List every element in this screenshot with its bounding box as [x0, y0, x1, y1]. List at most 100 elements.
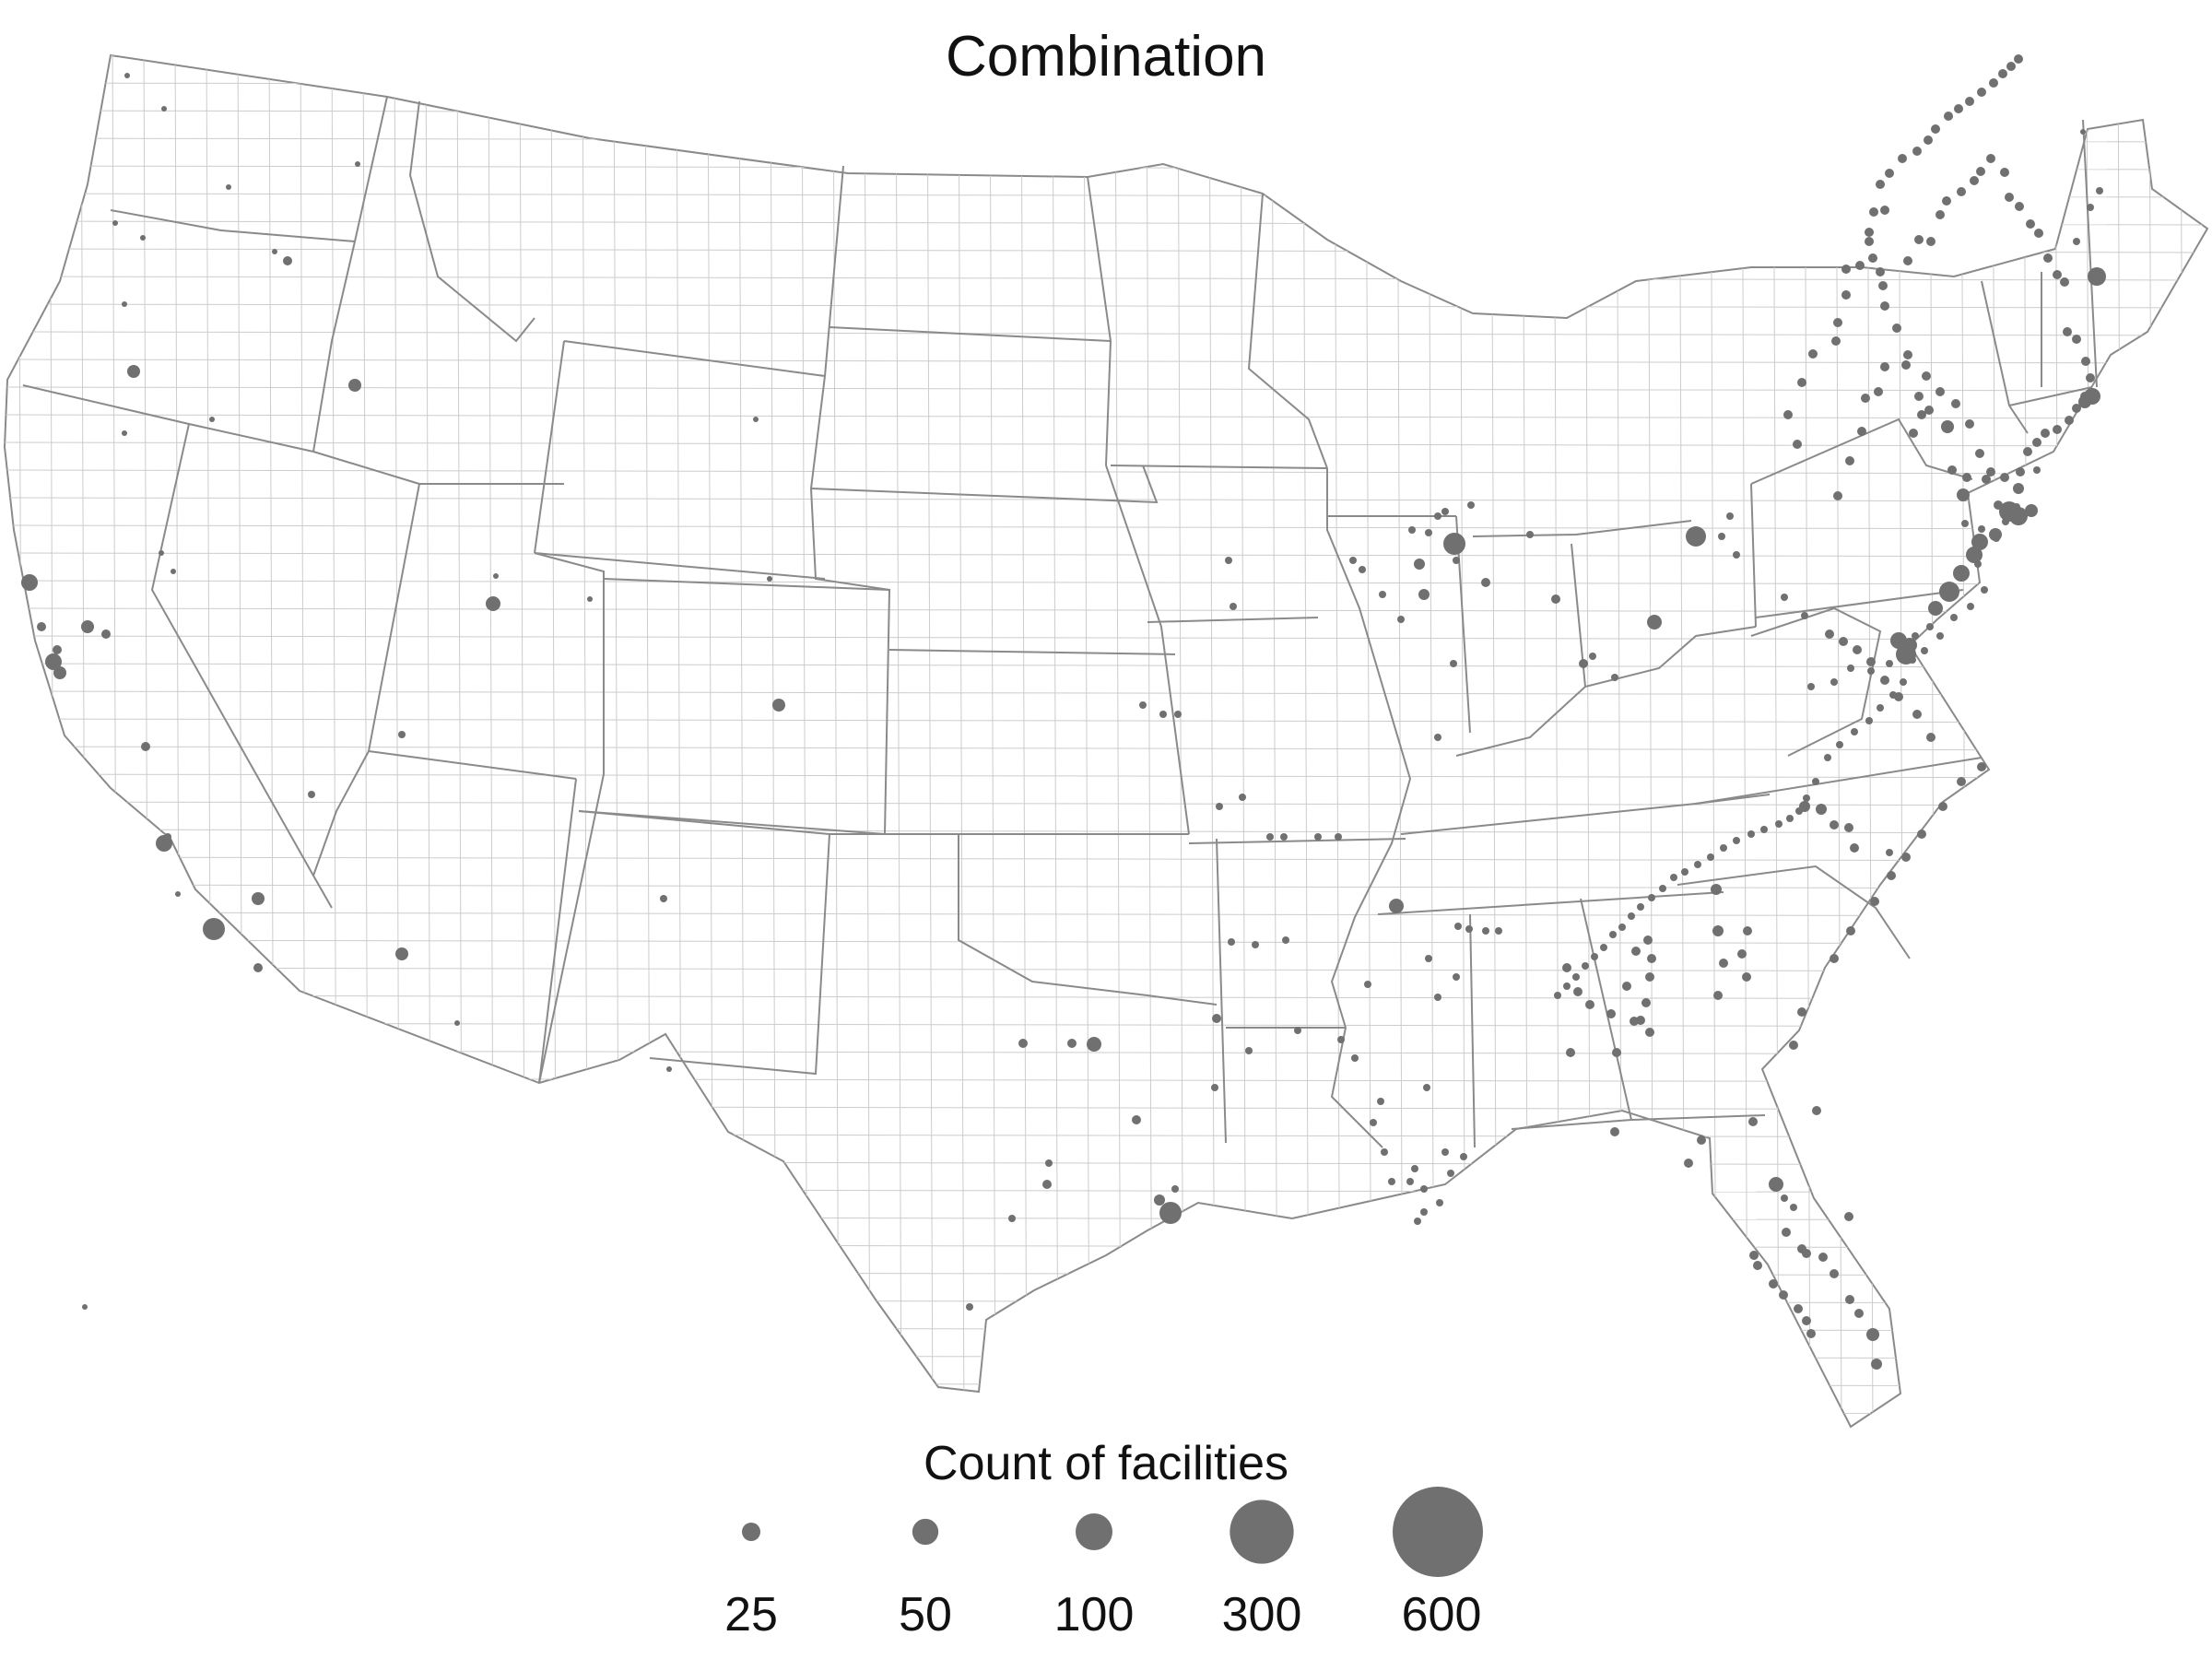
facility-bubble	[1467, 501, 1475, 509]
facility-bubble	[1659, 885, 1666, 892]
facility-bubble	[1447, 1170, 1454, 1177]
facility-bubble	[124, 73, 130, 78]
facility-bubble	[1436, 1199, 1443, 1206]
facility-bubble	[1975, 449, 1984, 458]
facility-bubble	[1648, 894, 1655, 901]
facility-bubble	[1622, 982, 1631, 991]
facility-bubble	[1481, 578, 1490, 587]
facility-bubble	[1825, 629, 1834, 639]
facility-bubble	[1760, 826, 1768, 833]
facility-bubble	[2043, 253, 2053, 263]
facility-bubble	[1414, 1218, 1421, 1225]
facility-bubble	[1643, 935, 1653, 945]
facility-bubble	[1998, 69, 2007, 78]
county-line	[5, 82, 2207, 88]
county-line	[1772, 55, 1780, 1427]
facility-bubble	[171, 569, 176, 574]
facility-bubble	[1880, 362, 1889, 371]
facility-bubble	[1733, 837, 1740, 844]
facility-bubble	[1902, 638, 1917, 653]
facility-bubble	[1591, 953, 1598, 960]
facility-bubble	[767, 576, 772, 582]
facility-bubble	[398, 731, 406, 738]
facility-bubble	[1637, 903, 1644, 911]
facility-bubble	[1425, 955, 1432, 962]
facility-bubble	[2065, 416, 2074, 425]
facility-bubble	[2000, 168, 2009, 177]
facility-bubble	[1970, 176, 1979, 185]
facility-bubble	[1612, 1048, 1621, 1057]
county-line	[1177, 55, 1184, 1427]
facility-bubble	[1008, 1215, 1016, 1222]
facility-bubble	[1753, 1261, 1762, 1270]
facility-bubble	[272, 249, 277, 254]
facility-bubble	[1211, 1084, 1218, 1091]
facility-bubble	[1977, 88, 1986, 97]
facility-bubble	[587, 596, 593, 602]
facility-bubble	[2026, 219, 2035, 229]
county-line	[5, 773, 2207, 779]
facility-bubble	[21, 574, 38, 591]
facility-bubble	[1876, 180, 1885, 189]
facility-bubble	[1965, 97, 1974, 106]
facility-bubble	[1886, 849, 1893, 856]
facility-bubble	[1087, 1037, 1101, 1052]
county-line	[1052, 55, 1059, 1427]
facility-bubble	[1812, 778, 1819, 785]
facility-bubble	[1551, 594, 1560, 604]
facility-bubble	[1845, 1295, 1854, 1304]
facility-bubble	[122, 301, 127, 307]
facility-bubble	[1225, 557, 1232, 564]
facility-bubble	[1454, 923, 1462, 930]
facility-bubble	[2016, 467, 2025, 477]
facility-bubble	[1854, 1309, 1864, 1318]
facility-bubble	[1239, 794, 1246, 801]
facility-bubble	[395, 947, 408, 960]
facility-bubble	[1901, 853, 1911, 862]
facility-bubble	[1816, 804, 1827, 815]
facility-bubble	[1806, 1329, 1816, 1338]
legend-circles	[742, 1487, 1483, 1577]
facility-bubble	[1681, 868, 1688, 876]
facility-bubble	[1067, 1039, 1077, 1048]
facility-bubble	[2060, 277, 2069, 287]
legend-label-25: 25	[724, 1588, 778, 1641]
facility-bubble	[1961, 520, 1969, 527]
facility-bubble	[2053, 425, 2062, 434]
facility-bubble	[1526, 531, 1534, 538]
facility-bubble	[1618, 924, 1626, 931]
facility-bubble	[1793, 440, 1802, 449]
facility-bubble	[1718, 533, 1725, 540]
county-line	[5, 552, 2207, 558]
facility-bubble	[1495, 927, 1502, 935]
facility-bubble	[1783, 410, 1793, 419]
facility-bubble	[161, 106, 167, 112]
facility-bubble	[1886, 660, 1893, 667]
county-line	[5, 359, 2207, 364]
facility-bubble	[493, 573, 499, 579]
county-line	[2023, 55, 2030, 1427]
facility-bubble	[1294, 1027, 1301, 1034]
county-line	[5, 718, 2207, 724]
county-line	[5, 580, 2207, 585]
county-line	[5, 912, 2207, 917]
facility-bubble	[1228, 938, 1235, 946]
facility-bubble	[1967, 603, 1974, 610]
facility-bubble	[2063, 327, 2072, 336]
facility-bubble	[1841, 265, 1851, 274]
facility-bubble	[141, 742, 150, 751]
facility-bubble	[1892, 324, 1901, 333]
facility-bubble	[1282, 936, 1289, 944]
county-line	[1114, 55, 1122, 1427]
facility-bubble	[1720, 844, 1727, 852]
facility-bubble	[1335, 833, 1342, 841]
facility-bubble	[1684, 1159, 1693, 1168]
facility-bubble	[1694, 861, 1701, 868]
facility-bubble	[1802, 1249, 1811, 1258]
county-line	[1240, 55, 1247, 1427]
facility-bubble	[1833, 318, 1842, 327]
facility-bubble	[1850, 843, 1859, 853]
facility-bubble	[1423, 1084, 1430, 1091]
facility-bubble	[1364, 981, 1371, 988]
facility-bubble	[1866, 1328, 1879, 1341]
